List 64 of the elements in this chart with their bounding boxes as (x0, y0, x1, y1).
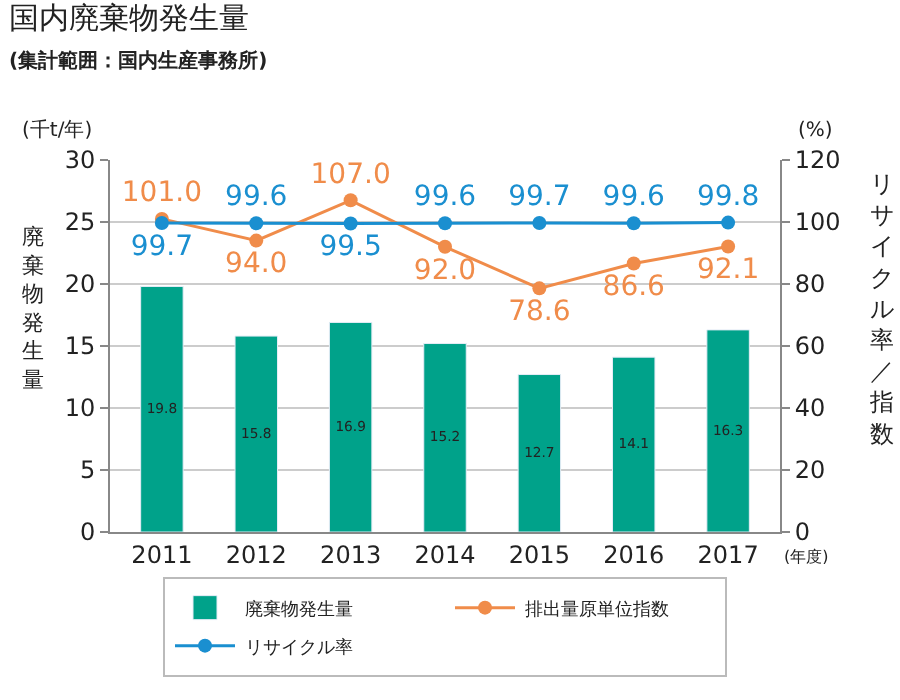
bar (423, 343, 467, 532)
y2-tick-label: 100 (794, 208, 841, 237)
y-tick-label: 25 (64, 208, 96, 237)
point (532, 215, 547, 230)
legend-label: 廃棄物発生量 (245, 598, 353, 621)
point (249, 216, 264, 231)
point (343, 216, 358, 231)
x-tick-label: 2011 (131, 540, 193, 569)
x-tick-label: 2016 (603, 540, 665, 569)
bar (140, 285, 184, 532)
y-tick-label: 20 (64, 270, 96, 299)
text: (%) (798, 120, 833, 142)
data-label: 99.7 (508, 181, 571, 214)
y-tick-label: 10 (64, 394, 96, 423)
y-tick-label: 0 (79, 518, 96, 547)
text: リサイクル率／指数 (870, 170, 894, 448)
point (249, 233, 264, 248)
y2-tick-label: 60 (794, 332, 826, 361)
bar (517, 374, 562, 532)
bar (706, 329, 750, 532)
y2-tick-label: 20 (794, 456, 826, 485)
point (721, 215, 736, 230)
point (343, 193, 358, 208)
x-axis-title: (年度) (784, 548, 829, 566)
y-tick-label: 30 (64, 146, 96, 175)
legend-label: 排出量原単位指数 (525, 598, 669, 621)
chart-title: 国内廃棄物発生量 (9, 0, 249, 36)
point (532, 281, 547, 296)
data-label: 99.7 (130, 230, 194, 263)
y-tick-label: 5 (79, 456, 96, 485)
y2-tick-label: 80 (794, 270, 826, 299)
data-label: 99.5 (319, 231, 382, 264)
text: (千t/年) (22, 118, 93, 142)
x-tick-label: 2014 (414, 540, 476, 569)
data-label: 94.0 (225, 248, 288, 281)
point (626, 216, 641, 231)
x-tick-label: 2017 (697, 540, 759, 569)
y2-tick-label: 40 (794, 394, 826, 423)
bar (328, 321, 373, 532)
x-tick-label: 2013 (320, 540, 382, 569)
bar (612, 356, 656, 532)
point (626, 256, 641, 271)
data-label: 92.1 (696, 254, 760, 287)
legend-label: リサイクル率 (245, 636, 353, 659)
point (438, 239, 452, 254)
point (438, 216, 452, 231)
data-label: 78.6 (508, 296, 571, 329)
point (721, 239, 736, 254)
y2-tick-label: 120 (794, 146, 841, 175)
y2-tick-label: 0 (794, 518, 811, 547)
data-label: 92.0 (413, 254, 477, 287)
data-label: 99.6 (225, 181, 288, 214)
y-tick-label: 15 (64, 332, 96, 361)
data-label: 86.6 (602, 271, 666, 304)
data-label: 99.6 (602, 181, 666, 214)
chart-subtitle: (集計範囲：国内生産事務所) (9, 49, 268, 73)
data-label: 99.6 (413, 181, 477, 214)
data-label: 107.0 (310, 158, 391, 191)
x-tick-label: 2012 (225, 540, 287, 569)
y-axis-title: 廃棄物発生量 (22, 224, 44, 393)
x-tick-label: 2015 (508, 540, 570, 569)
data-label: 101.0 (121, 177, 202, 210)
bar (234, 335, 278, 532)
data-label: 99.8 (696, 180, 760, 213)
